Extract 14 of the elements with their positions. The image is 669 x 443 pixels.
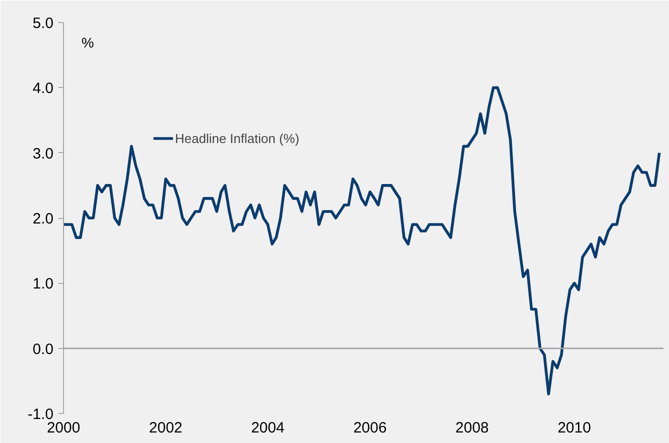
y-tick-label: 5.0 [32, 15, 54, 32]
x-tick-label: 2004 [251, 420, 284, 436]
x-tick-label: 2008 [455, 420, 489, 436]
y-tick-label: 3.0 [32, 145, 54, 162]
y-axis-title: % [82, 34, 94, 50]
y-tick-label: 4.0 [32, 80, 54, 98]
y-tick-label: 1.0 [32, 276, 54, 293]
x-tick-label: 2006 [353, 420, 387, 436]
x-tick-label: 2010 [558, 420, 591, 436]
x-tick-label: 2002 [149, 420, 182, 436]
y-tick-label: 2.0 [32, 210, 54, 228]
line-series [64, 86, 661, 396]
legend-label: Headline Inflation (%) [175, 130, 300, 146]
y-tick-label: 0.0 [32, 340, 54, 358]
